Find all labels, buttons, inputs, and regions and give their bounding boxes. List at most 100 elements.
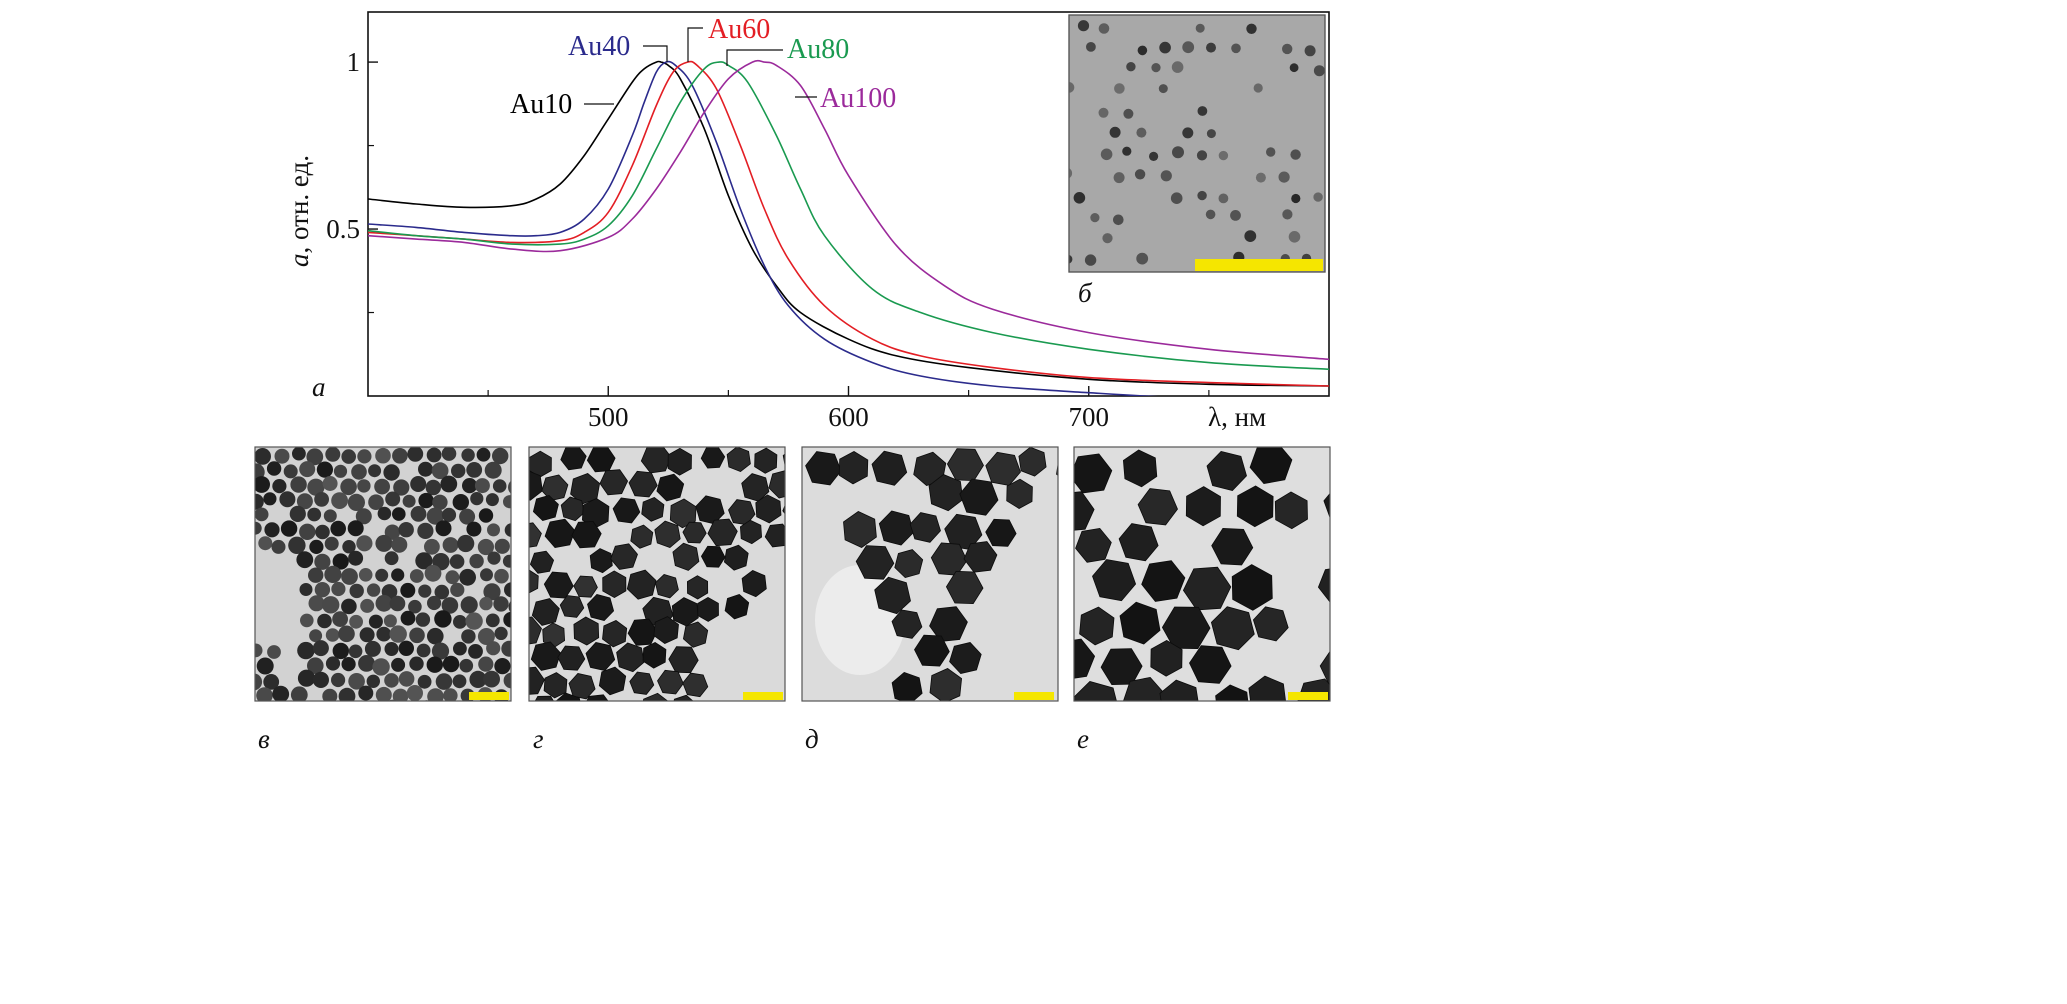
nanoparticle [1101,274,1113,286]
nanoparticle [1344,448,1382,487]
nanoparticle [628,470,658,498]
nanoparticle [364,640,381,657]
x-tick-label: 600 [828,402,869,432]
axis-tick-labels: 500 600 700 0.5 1 [326,47,1109,432]
nanoparticle [1211,527,1254,566]
tem-b-frame [1068,14,1326,273]
nanoparticle [300,613,314,628]
nanoparticle [299,523,316,540]
nanoparticle [959,478,999,516]
nanoparticle [985,518,1017,547]
nanoparticle [410,506,427,522]
tem-v-particles [246,447,518,719]
nanoparticle [332,611,348,627]
nanoparticle [529,666,545,695]
nanoparticle [1119,601,1161,645]
nanoparticle [330,520,347,537]
nanoparticle [406,685,423,701]
nanoparticle [654,520,681,548]
nanoparticle [450,582,465,598]
nanoparticle [1329,87,1341,99]
series-label-au80: Au80 [787,34,849,65]
nanoparticle [1126,61,1136,72]
y-axis-title-unit: , отн. ед. [284,155,314,254]
nanoparticle [325,447,341,462]
nanoparticle [653,616,679,644]
nanoparticle [543,672,568,699]
nanoparticle [1210,606,1255,651]
nanoparticle [383,464,400,481]
nanoparticle [642,692,669,701]
nanoparticle [1340,148,1349,157]
y-axis-title: a, отн. ед. [284,155,314,267]
nanoparticle [672,542,700,571]
nanoparticle [349,614,363,629]
nanoparticle [368,464,382,478]
nanoparticle [1252,606,1289,642]
nanoparticle [589,548,613,574]
nanoparticle [479,596,493,611]
nanoparticle [1122,449,1158,488]
nanoparticle [449,554,465,569]
nanoparticle [296,551,314,569]
nanoparticle [391,657,406,672]
nanoparticle [306,448,324,466]
nanoparticle [331,672,346,688]
nanoparticle [1151,63,1161,73]
series-label-au10: Au10 [510,89,572,120]
nanoparticle [555,692,581,701]
nanoparticle [338,625,355,643]
nanoparticle [322,476,338,491]
nanoparticle [1069,168,1073,179]
nanoparticle [409,627,425,644]
nanoparticle [348,550,364,566]
nanoparticle [427,688,444,701]
nanoparticle [502,703,518,719]
nanoparticle [1123,108,1134,119]
nanoparticle [1074,681,1117,701]
nanoparticle [309,539,324,555]
nanoparticle [503,495,511,509]
nanoparticle [1342,62,1354,74]
nanoparticle [741,570,767,598]
nanoparticle [630,524,654,549]
panel-letter-d: д [805,724,819,754]
nanoparticle [502,554,511,568]
tem-e-particles [1074,447,1382,701]
nanoparticle [256,687,273,701]
nanoparticle [1318,277,1329,288]
nanoparticle [341,568,358,585]
nanoparticle [1086,42,1096,52]
nanoparticle [492,447,509,465]
nanoparticle [332,642,349,660]
nanoparticle [559,595,585,618]
nanoparticle [246,703,259,716]
nanoparticle [700,447,726,469]
nanoparticle [891,671,923,701]
nanoparticle [292,447,306,461]
nanoparticle [476,447,491,462]
nanoparticle [480,568,493,582]
figure: 500 600 700 0.5 1 Au10 Au40 Au60 Au80 Au100 a, о… [246,11,1382,754]
nanoparticle [656,473,685,502]
nanoparticle [1151,274,1161,284]
leader-line-au80 [726,49,783,66]
nanoparticle [281,705,295,719]
nanoparticle [700,545,726,568]
nanoparticle [377,506,392,521]
nanoparticle [587,594,615,621]
nanoparticle [598,666,627,696]
x-tick-label: 700 [1069,402,1110,432]
nanoparticle [322,688,338,701]
nanoparticle [1074,453,1113,494]
nanoparticle [492,479,507,493]
nanoparticle [1136,252,1149,265]
nanoparticle [1215,684,1249,701]
nanoparticle [255,507,269,522]
nanoparticle [891,609,923,639]
nanoparticle [255,643,263,658]
nanoparticle [258,536,273,551]
tem-e-frame [1073,446,1331,702]
nanoparticle [1134,169,1146,180]
nanoparticle [529,522,542,548]
